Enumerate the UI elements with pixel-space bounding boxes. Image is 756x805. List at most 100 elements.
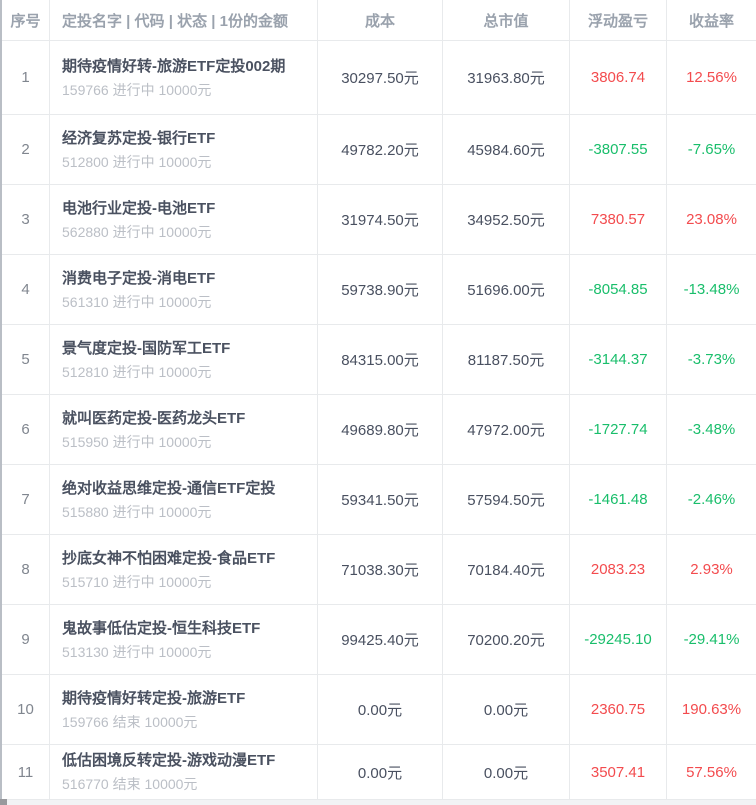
plan-code: 512800	[62, 153, 109, 170]
plan-code: 562880	[62, 223, 109, 240]
market-value: 70184.40元	[443, 535, 570, 604]
row-index: 5	[2, 325, 50, 394]
plan-subtitle: 512810 进行中 10000元	[62, 363, 211, 382]
plan-info-cell: 就叫医药定投-医药龙头ETF 515950 进行中 10000元	[50, 395, 318, 464]
return-rate-value: -2.46%	[687, 491, 736, 508]
header-col-index: 序号	[2, 0, 50, 40]
plan-amount-per-share: 10000元	[158, 433, 212, 450]
row-index: 6	[2, 395, 50, 464]
plan-status: 结束	[112, 713, 141, 730]
floating-pnl-value: -1727.74	[570, 395, 667, 464]
plan-status: 进行中	[112, 81, 155, 98]
investment-plan-row[interactable]: 10 期待疫情好转定投-旅游ETF 159766 结束 10000元 0.00元…	[2, 675, 756, 745]
cost-value: 99425.40元	[318, 605, 443, 674]
market-value: 57594.50元	[443, 465, 570, 534]
row-index: 9	[2, 605, 50, 674]
plan-info-cell: 鬼故事低估定投-恒生科技ETF 513130 进行中 10000元	[50, 605, 318, 674]
investment-plan-row[interactable]: 5 景气度定投-国防军工ETF 512810 进行中 10000元 84315.…	[2, 325, 756, 395]
plan-status: 进行中	[112, 223, 155, 240]
floating-pnl-value: 3806.74	[570, 41, 667, 114]
cost-value: 49689.80元	[318, 395, 443, 464]
plan-subtitle: 512800 进行中 10000元	[62, 153, 211, 172]
investment-plan-row[interactable]: 7 绝对收益思维定投-通信ETF定投 515880 进行中 10000元 593…	[2, 465, 756, 535]
return-rate-value: -7.65%	[687, 141, 736, 158]
plan-code: 513130	[62, 643, 109, 660]
plan-status: 进行中	[112, 153, 155, 170]
return-rate-value: 2.93%	[690, 561, 733, 578]
plan-name: 就叫医药定投-医药龙头ETF	[62, 409, 246, 427]
plan-status: 结束	[112, 776, 141, 792]
plan-status: 进行中	[112, 503, 155, 520]
plan-status: 进行中	[112, 643, 155, 660]
plan-subtitle: 513130 进行中 10000元	[62, 643, 211, 662]
investment-plan-row[interactable]: 11 低估困境反转定投-游戏动漫ETF 516770 结束 10000元 0.0…	[2, 745, 756, 800]
plan-status: 进行中	[112, 433, 155, 450]
plan-amount-per-share: 10000元	[158, 223, 212, 240]
floating-pnl-value: 2083.23	[570, 535, 667, 604]
plan-amount-per-share: 10000元	[144, 776, 198, 792]
plan-amount-per-share: 10000元	[158, 363, 212, 380]
plan-subtitle: 515880 进行中 10000元	[62, 503, 211, 522]
floating-pnl-value: -3144.37	[570, 325, 667, 394]
cost-value: 0.00元	[318, 675, 443, 744]
plan-name: 绝对收益思维定投-通信ETF定投	[62, 479, 276, 497]
plan-info-cell: 经济复苏定投-银行ETF 512800 进行中 10000元	[50, 115, 318, 184]
plan-code: 515880	[62, 503, 109, 520]
row-index: 10	[2, 675, 50, 744]
row-index: 8	[2, 535, 50, 604]
floating-pnl-value: 7380.57	[570, 185, 667, 254]
plan-subtitle: 515710 进行中 10000元	[62, 573, 211, 592]
table-body: 1 期待疫情好转-旅游ETF定投002期 159766 进行中 10000元 3…	[2, 41, 756, 800]
plan-name: 低估困境反转定投-游戏动漫ETF	[62, 752, 276, 769]
plan-code: 159766	[62, 713, 109, 730]
market-value: 45984.60元	[443, 115, 570, 184]
plan-amount-per-share: 10000元	[158, 153, 212, 170]
market-value: 81187.50元	[443, 325, 570, 394]
cost-value: 84315.00元	[318, 325, 443, 394]
market-value: 0.00元	[443, 745, 570, 799]
plan-status: 进行中	[112, 293, 155, 310]
plan-amount-per-share: 10000元	[158, 643, 212, 660]
plan-info-cell: 期待疫情好转定投-旅游ETF 159766 结束 10000元	[50, 675, 318, 744]
investment-plan-row[interactable]: 1 期待疫情好转-旅游ETF定投002期 159766 进行中 10000元 3…	[2, 41, 756, 115]
plan-code: 515710	[62, 573, 109, 590]
floating-pnl-value: -29245.10	[570, 605, 667, 674]
plan-amount-per-share: 10000元	[158, 503, 212, 520]
plan-status: 进行中	[112, 363, 155, 380]
investment-plan-row[interactable]: 4 消费电子定投-消电ETF 561310 进行中 10000元 59738.9…	[2, 255, 756, 325]
investment-plan-row[interactable]: 9 鬼故事低估定投-恒生科技ETF 513130 进行中 10000元 9942…	[2, 605, 756, 675]
row-index: 1	[2, 41, 50, 114]
plan-code: 159766	[62, 81, 109, 98]
market-value: 70200.20元	[443, 605, 570, 674]
market-value: 0.00元	[443, 675, 570, 744]
bottom-cutoff-strip	[2, 800, 756, 805]
row-index: 3	[2, 185, 50, 254]
investment-plan-row[interactable]: 3 电池行业定投-电池ETF 562880 进行中 10000元 31974.5…	[2, 185, 756, 255]
plan-amount-per-share: 10000元	[158, 293, 212, 310]
header-col-name: 定投名字 | 代码 | 状态 | 1份的金额	[50, 0, 318, 40]
investment-plan-row[interactable]: 8 抄底女神不怕困难定投-食品ETF 515710 进行中 10000元 710…	[2, 535, 756, 605]
plan-code: 512810	[62, 363, 109, 380]
plan-code: 516770	[62, 776, 109, 792]
floating-pnl-value: -8054.85	[570, 255, 667, 324]
plan-status: 进行中	[112, 573, 155, 590]
plan-info-cell: 期待疫情好转-旅游ETF定投002期 159766 进行中 10000元	[50, 41, 318, 114]
return-rate-value: 57.56%	[686, 763, 737, 781]
table-border-corner	[0, 799, 7, 805]
plan-name: 经济复苏定投-银行ETF	[62, 129, 216, 147]
row-index: 7	[2, 465, 50, 534]
floating-pnl-value: 3507.41	[570, 745, 667, 799]
return-rate-value: 190.63%	[681, 701, 742, 718]
plan-amount-per-share: 10000元	[144, 713, 198, 730]
investment-plan-row[interactable]: 6 就叫医药定投-医药龙头ETF 515950 进行中 10000元 49689…	[2, 395, 756, 465]
plan-subtitle: 515950 进行中 10000元	[62, 433, 211, 452]
plan-info-cell: 绝对收益思维定投-通信ETF定投 515880 进行中 10000元	[50, 465, 318, 534]
investment-plan-row[interactable]: 2 经济复苏定投-银行ETF 512800 进行中 10000元 49782.2…	[2, 115, 756, 185]
floating-pnl-value: -3807.55	[570, 115, 667, 184]
return-rate-value: 23.08%	[686, 211, 737, 228]
plan-subtitle: 562880 进行中 10000元	[62, 223, 211, 242]
plan-info-cell: 电池行业定投-电池ETF 562880 进行中 10000元	[50, 185, 318, 254]
plan-subtitle: 159766 结束 10000元	[62, 713, 197, 732]
row-index: 2	[2, 115, 50, 184]
